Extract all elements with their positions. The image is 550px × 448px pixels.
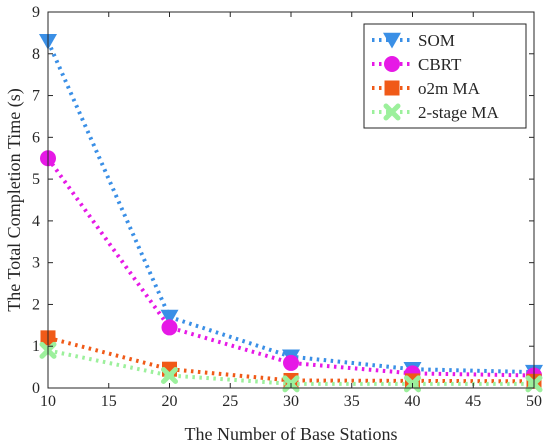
y-tick-label: 2: [32, 296, 40, 313]
legend-label: SOM: [418, 31, 455, 50]
x-tick-label: 40: [405, 393, 421, 410]
legend-entry-o2m-ma: o2m MA: [372, 79, 481, 98]
data-point-cbrt: [283, 354, 299, 371]
legend-label: o2m MA: [418, 79, 481, 98]
x-tick-label: 45: [465, 393, 481, 410]
legend-marker: [384, 56, 400, 72]
legend-entry-cbrt: CBRT: [372, 55, 462, 74]
x-tick-label: 30: [283, 393, 299, 410]
x-tick-label: 10: [40, 393, 56, 410]
legend-label: CBRT: [418, 55, 462, 74]
data-point-som: [160, 309, 179, 326]
legend: SOM CBRT o2m MA 2-stage MA: [363, 23, 527, 129]
data-point-cbrt: [161, 319, 178, 336]
legend-marker: [384, 80, 400, 96]
legend-label: 2-stage MA: [418, 103, 499, 122]
y-tick-label: 4: [32, 213, 40, 230]
y-tick-label: 6: [32, 129, 40, 146]
x-tick-label: 20: [162, 393, 178, 410]
x-tick-label: 35: [344, 393, 360, 410]
series-line-cbrt: [46, 157, 535, 378]
legend-marker: [383, 103, 401, 121]
x-axis-label: The Number of Base Stations: [185, 424, 398, 444]
legend-entry-som: SOM: [372, 31, 455, 50]
y-tick-label: 9: [32, 4, 40, 21]
y-axis-label: The Total Completion Time (s): [4, 88, 25, 311]
x-tick-label: 15: [101, 393, 117, 410]
y-tick-label: 0: [32, 380, 40, 397]
legend-marker: [383, 32, 401, 49]
plot-frame: [47, 11, 535, 389]
y-tick-label: 7: [32, 88, 40, 105]
y-tick-label: 3: [32, 255, 40, 272]
data-point-2-stage-ma: [161, 366, 178, 384]
y-tick-label: 8: [32, 46, 40, 63]
series-layer: [39, 34, 543, 393]
x-tick-label: 25: [222, 393, 238, 410]
y-tick-label: 1: [32, 338, 40, 355]
legend-entry-2-stage-ma: 2-stage MA: [372, 103, 499, 122]
y-tick-label: 5: [32, 171, 40, 188]
x-tick-label: 50: [526, 393, 542, 410]
